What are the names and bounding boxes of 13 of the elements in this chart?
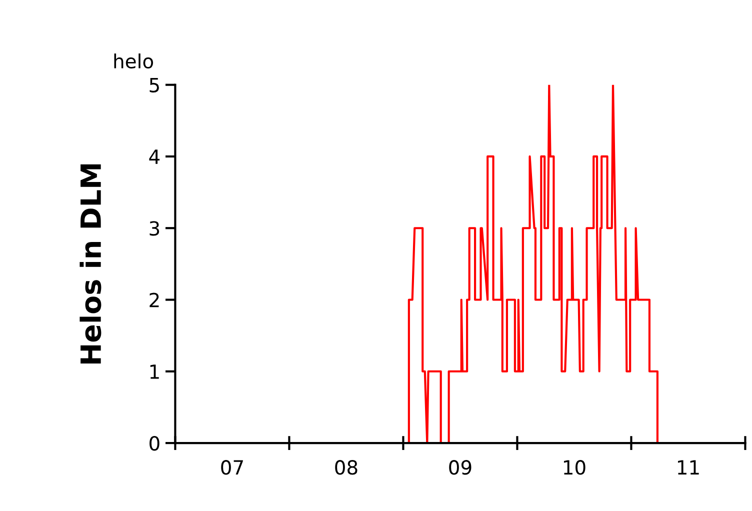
x-tick-label: 11 (678, 460, 699, 474)
text: helo (114, 53, 154, 69)
y-tick-label: 0 (150, 436, 160, 451)
y-tick-label: 2 (150, 292, 159, 308)
y-axis-title: Helos in DLM (80, 164, 102, 364)
y-tick-label: 3 (150, 221, 160, 236)
x-tick-label: 08 (335, 460, 358, 475)
x-tick-label: 10 (564, 460, 586, 475)
y-tick-label: 5 (150, 78, 159, 92)
x-tick-label: 07 (221, 460, 243, 475)
x-tick-label: 09 (449, 460, 472, 475)
y-tick-label: 4 (149, 150, 160, 164)
y-tick-label: 1 (150, 364, 159, 379)
